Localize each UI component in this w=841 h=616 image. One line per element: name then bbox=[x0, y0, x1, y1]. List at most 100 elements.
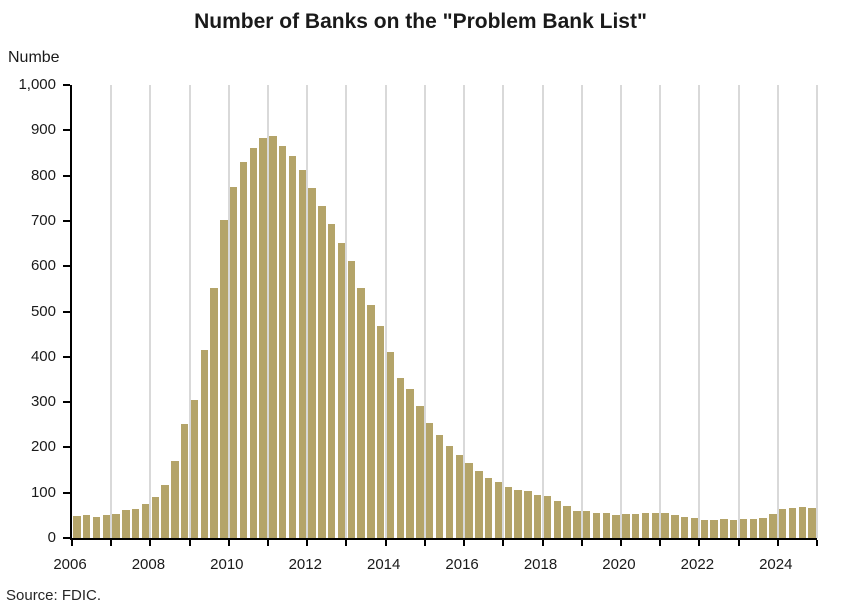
x-axis-tick-2006 bbox=[71, 540, 73, 546]
gridline-2020 bbox=[619, 85, 622, 538]
bar-2014-q3 bbox=[406, 388, 414, 538]
x-axis-tick-label-2020: 2020 bbox=[602, 556, 636, 573]
gridline-2013 bbox=[345, 85, 348, 538]
x-axis-tick-label-2024: 2024 bbox=[759, 556, 793, 573]
bar-2020-q3 bbox=[641, 512, 650, 538]
bar-2021-q1 bbox=[661, 513, 669, 538]
bar-2020-q1 bbox=[622, 513, 630, 538]
gridline-2024 bbox=[776, 85, 779, 538]
gridline-2012 bbox=[306, 85, 309, 538]
bar-2012-q4 bbox=[337, 243, 346, 538]
bar-2011-q1 bbox=[269, 135, 277, 538]
y-axis-tick-0 bbox=[63, 537, 70, 539]
gridline-2009 bbox=[188, 85, 191, 538]
y-axis-tick-400 bbox=[63, 355, 70, 358]
y-axis-tick-300 bbox=[63, 401, 70, 404]
bar-2024-q4 bbox=[808, 508, 816, 538]
y-axis-tick-1000 bbox=[63, 84, 70, 86]
y-axis-tick-label-700: 700 bbox=[30, 211, 56, 229]
bar-2016-q1 bbox=[465, 463, 473, 538]
x-axis-tick-2013 bbox=[345, 540, 348, 546]
bar-2009-q1 bbox=[190, 399, 199, 538]
chart-title: Number of Banks on the "Problem Bank Lis… bbox=[194, 10, 647, 33]
bar-2013-q2 bbox=[357, 287, 365, 538]
y-axis-tick-label-200: 200 bbox=[30, 438, 56, 456]
y-axis-tick-900 bbox=[63, 129, 70, 132]
bar-2016-q2 bbox=[475, 471, 483, 538]
y-axis-tick-label-600: 600 bbox=[30, 257, 56, 275]
x-axis-tick-2014 bbox=[384, 540, 387, 546]
x-axis-tick-label-2010: 2010 bbox=[210, 556, 244, 573]
bar-2014-q1 bbox=[386, 351, 395, 538]
gridline-2007 bbox=[110, 85, 113, 538]
x-axis-tick-2007 bbox=[110, 540, 113, 546]
x-axis-tick-2020 bbox=[619, 540, 622, 546]
bar-2018-q1 bbox=[543, 496, 552, 538]
bar-2024-q3 bbox=[798, 507, 806, 538]
bar-2015-q1 bbox=[426, 423, 434, 538]
bar-2020-q4 bbox=[651, 512, 659, 538]
x-axis-tick-2023 bbox=[737, 540, 740, 546]
y-axis-tick-label-800: 800 bbox=[30, 166, 56, 184]
bar-2024-q1 bbox=[778, 509, 787, 538]
bar-2009-q3 bbox=[210, 287, 218, 538]
bar-2017-q2 bbox=[514, 490, 522, 538]
x-axis-tick-2008 bbox=[149, 540, 152, 546]
y-axis-tick-700 bbox=[63, 219, 70, 222]
x-axis-tick-2019 bbox=[580, 540, 583, 546]
bar-2013-q4 bbox=[377, 326, 385, 538]
x-axis-tick-label-2018: 2018 bbox=[523, 556, 558, 573]
bar-2011-q2 bbox=[279, 146, 287, 538]
y-axis-tick-100 bbox=[63, 491, 70, 494]
bar-2007-q4 bbox=[141, 503, 150, 538]
bar-2018-q3 bbox=[563, 505, 571, 538]
x-axis-tick-2018 bbox=[541, 540, 544, 546]
bar-2007-q1 bbox=[112, 514, 120, 538]
bar-2018-q4 bbox=[573, 510, 581, 538]
gridline-2019 bbox=[580, 85, 583, 538]
x-axis-tick-2012 bbox=[306, 540, 309, 546]
bar-2017-q1 bbox=[504, 487, 512, 538]
bar-2019-q1 bbox=[582, 511, 591, 538]
x-axis-tick-2024 bbox=[776, 540, 779, 546]
gridline-2010 bbox=[227, 85, 230, 538]
y-axis-tick-800 bbox=[63, 174, 70, 177]
bar-2008-q3 bbox=[171, 460, 179, 538]
bar-2016-q3 bbox=[484, 478, 493, 538]
x-axis-tick-2022 bbox=[698, 540, 701, 546]
gridline-2008 bbox=[149, 85, 152, 538]
y-axis-tick-label-0: 0 bbox=[47, 529, 56, 546]
bar-2021-q3 bbox=[680, 517, 689, 538]
bar-2023-q3 bbox=[759, 518, 767, 538]
bar-2010-q1 bbox=[230, 186, 238, 538]
bar-2012-q2 bbox=[318, 206, 326, 538]
bar-2024-q2 bbox=[788, 508, 797, 538]
bar-2008-q1 bbox=[151, 497, 159, 538]
x-axis-tick-label-2016: 2016 bbox=[445, 556, 479, 573]
bar-2021-q2 bbox=[671, 514, 679, 538]
bar-2014-q2 bbox=[396, 377, 405, 538]
bar-2015-q4 bbox=[455, 455, 463, 538]
plot-area bbox=[63, 84, 818, 546]
bar-2013-q3 bbox=[367, 304, 375, 538]
bar-2022-q4 bbox=[729, 520, 738, 538]
y-axis-title: Numbe bbox=[8, 49, 60, 66]
bar-2010-q3 bbox=[249, 148, 258, 538]
x-axis-tick-2009 bbox=[188, 540, 191, 546]
gridline-2025 bbox=[816, 85, 818, 538]
bar-2008-q2 bbox=[161, 485, 169, 538]
x-axis-tick-2011 bbox=[267, 540, 270, 546]
source-note: Source: FDIC. bbox=[6, 587, 102, 604]
bar-2015-q2 bbox=[435, 434, 444, 538]
bar-2011-q4 bbox=[298, 169, 307, 538]
gridline-2017 bbox=[502, 85, 505, 538]
bar-2007-q2 bbox=[122, 510, 130, 538]
bar-2022-q2 bbox=[710, 519, 718, 538]
gridline-2022 bbox=[698, 85, 701, 538]
bar-2006-q1 bbox=[73, 516, 81, 538]
bar-2018-q2 bbox=[553, 500, 561, 538]
bar-2020-q2 bbox=[631, 514, 640, 538]
bar-2022-q3 bbox=[720, 518, 728, 538]
bar-2022-q1 bbox=[700, 519, 708, 538]
